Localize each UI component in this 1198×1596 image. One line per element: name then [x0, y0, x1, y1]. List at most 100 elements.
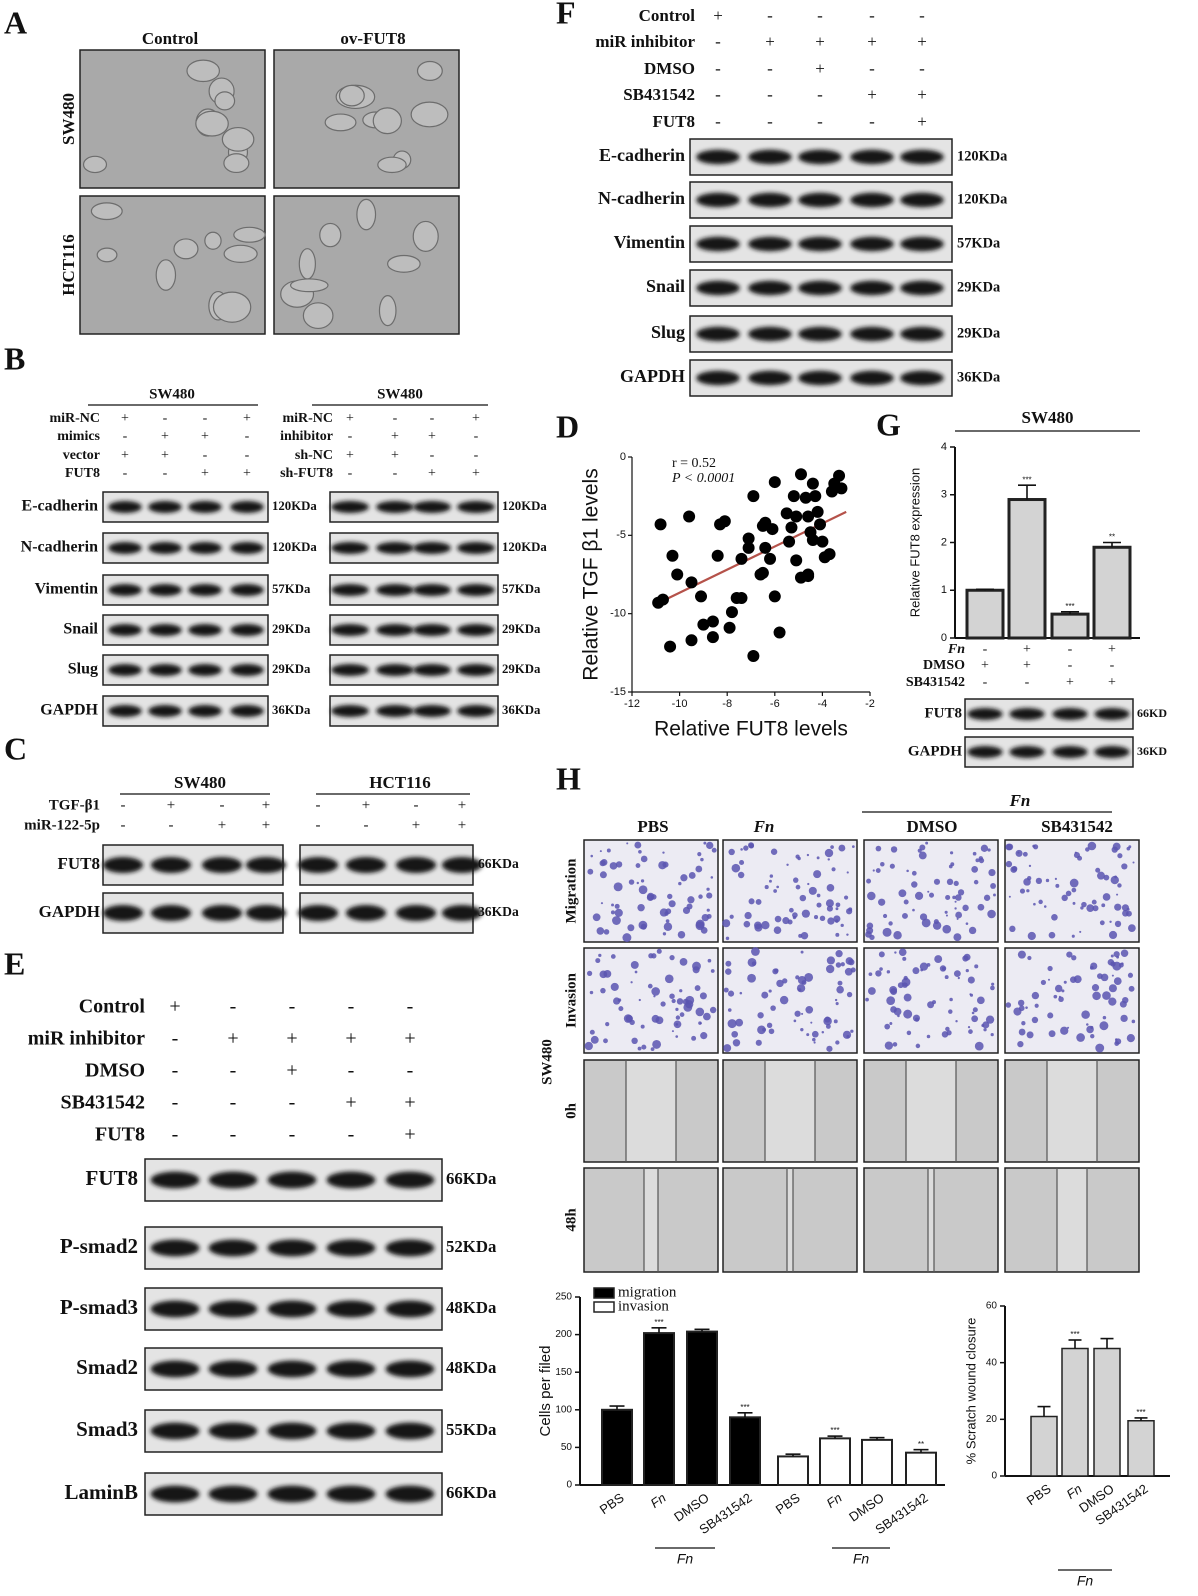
stain-dot: [983, 1028, 987, 1032]
size-label: 57KDa: [502, 582, 541, 596]
condition-sign: -: [1110, 658, 1115, 673]
stain-dot: [1110, 954, 1114, 958]
bar: [1092, 545, 1132, 640]
band: [208, 1485, 258, 1503]
band: [748, 370, 792, 386]
band: [208, 1300, 258, 1318]
band: [150, 905, 192, 921]
condition-sign: +: [1023, 642, 1031, 657]
protein-label: GAPDH: [40, 702, 98, 719]
condition-sign: +: [458, 817, 466, 833]
stain-dot: [599, 970, 608, 979]
stain-dot: [673, 1020, 682, 1029]
stain-dot: [700, 926, 708, 934]
condition-sign: +: [121, 411, 129, 426]
protein-label: GAPDH: [39, 902, 100, 921]
point: [835, 482, 848, 495]
stain-dot: [825, 964, 835, 974]
protein-label: FUT8: [58, 854, 101, 873]
stain-dot: [636, 881, 640, 885]
stain-dot: [754, 923, 763, 932]
stain-dot: [1087, 841, 1097, 851]
cell: [223, 153, 250, 174]
stain-dot: [886, 970, 891, 974]
stain-dot: [761, 921, 770, 930]
point: [747, 490, 760, 503]
cell: [195, 110, 229, 137]
stain-dot: [706, 887, 710, 891]
stain-dot: [1017, 950, 1026, 959]
stain-dot: [1047, 978, 1051, 981]
stain-dot: [668, 900, 676, 908]
x-tick-label: -4: [818, 698, 828, 710]
stain-dot: [669, 955, 675, 961]
stain-dot: [888, 921, 893, 926]
stain-dot: [972, 851, 977, 856]
condition-sign: -: [767, 85, 773, 104]
band: [150, 1360, 200, 1378]
stain-dot: [1054, 984, 1063, 993]
condition-sign: -: [289, 1092, 296, 1114]
band: [900, 370, 944, 386]
stain-dot: [1113, 951, 1120, 958]
column-label: Fn: [753, 817, 775, 836]
stain-dot: [1102, 893, 1111, 901]
protein-label: E-cadherin: [599, 145, 685, 165]
stain-dot: [675, 1007, 679, 1012]
stain-dot: [770, 848, 778, 855]
stain-dot: [886, 996, 896, 1006]
condition-sign: +: [262, 797, 270, 813]
stain-dot: [1108, 984, 1117, 993]
band: [148, 705, 182, 717]
condition-sign: +: [917, 32, 927, 51]
stain-dot: [1128, 845, 1132, 849]
stain-dot: [842, 1030, 852, 1039]
stain-dot: [865, 931, 872, 938]
stain-dot: [941, 966, 946, 971]
stain-dot: [1095, 867, 1101, 873]
stain-dot: [955, 894, 962, 901]
stain-dot: [827, 917, 835, 925]
stain-dot: [1102, 1015, 1107, 1020]
point: [816, 535, 829, 548]
stain-dot: [1017, 999, 1025, 1007]
condition-sign: -: [348, 429, 353, 444]
stain-dot: [1112, 961, 1122, 971]
cell: [356, 198, 377, 231]
stain-dot: [1067, 1026, 1070, 1029]
condition-sign: +: [428, 466, 436, 481]
stain-dot: [824, 848, 834, 858]
stain-dot: [677, 930, 686, 939]
condition-sign: -: [1068, 658, 1073, 673]
band: [376, 664, 414, 676]
stain-dot: [918, 851, 927, 860]
column-label: PBS: [637, 817, 668, 836]
stain-dot: [826, 905, 833, 912]
stain-dot: [638, 885, 648, 895]
group-label: SW480: [174, 773, 226, 792]
band: [900, 236, 944, 252]
stain-dot: [723, 987, 729, 993]
point: [685, 634, 698, 647]
condition-label: miR-NC: [282, 411, 333, 426]
stain-dot: [725, 960, 732, 967]
condition-sign: -: [393, 466, 398, 481]
stain-dot: [800, 950, 804, 954]
x-axis-label: Relative FUT8 levels: [654, 718, 848, 741]
band: [201, 905, 243, 921]
condition-sign: -: [123, 429, 128, 444]
size-label: 48KDa: [446, 1298, 497, 1317]
bar: [905, 1451, 937, 1486]
size-label: 29KDa: [502, 622, 541, 636]
stain-dot: [925, 841, 929, 845]
band: [696, 192, 740, 208]
band: [385, 1360, 435, 1378]
condition-sign: -: [123, 466, 128, 481]
point: [790, 510, 803, 523]
stain-dot: [1100, 973, 1109, 982]
stain-dot: [953, 880, 959, 887]
stain-dot: [703, 1012, 711, 1021]
stain-dot: [1040, 979, 1047, 986]
condition-sign: -: [172, 1028, 179, 1050]
point: [802, 510, 815, 523]
